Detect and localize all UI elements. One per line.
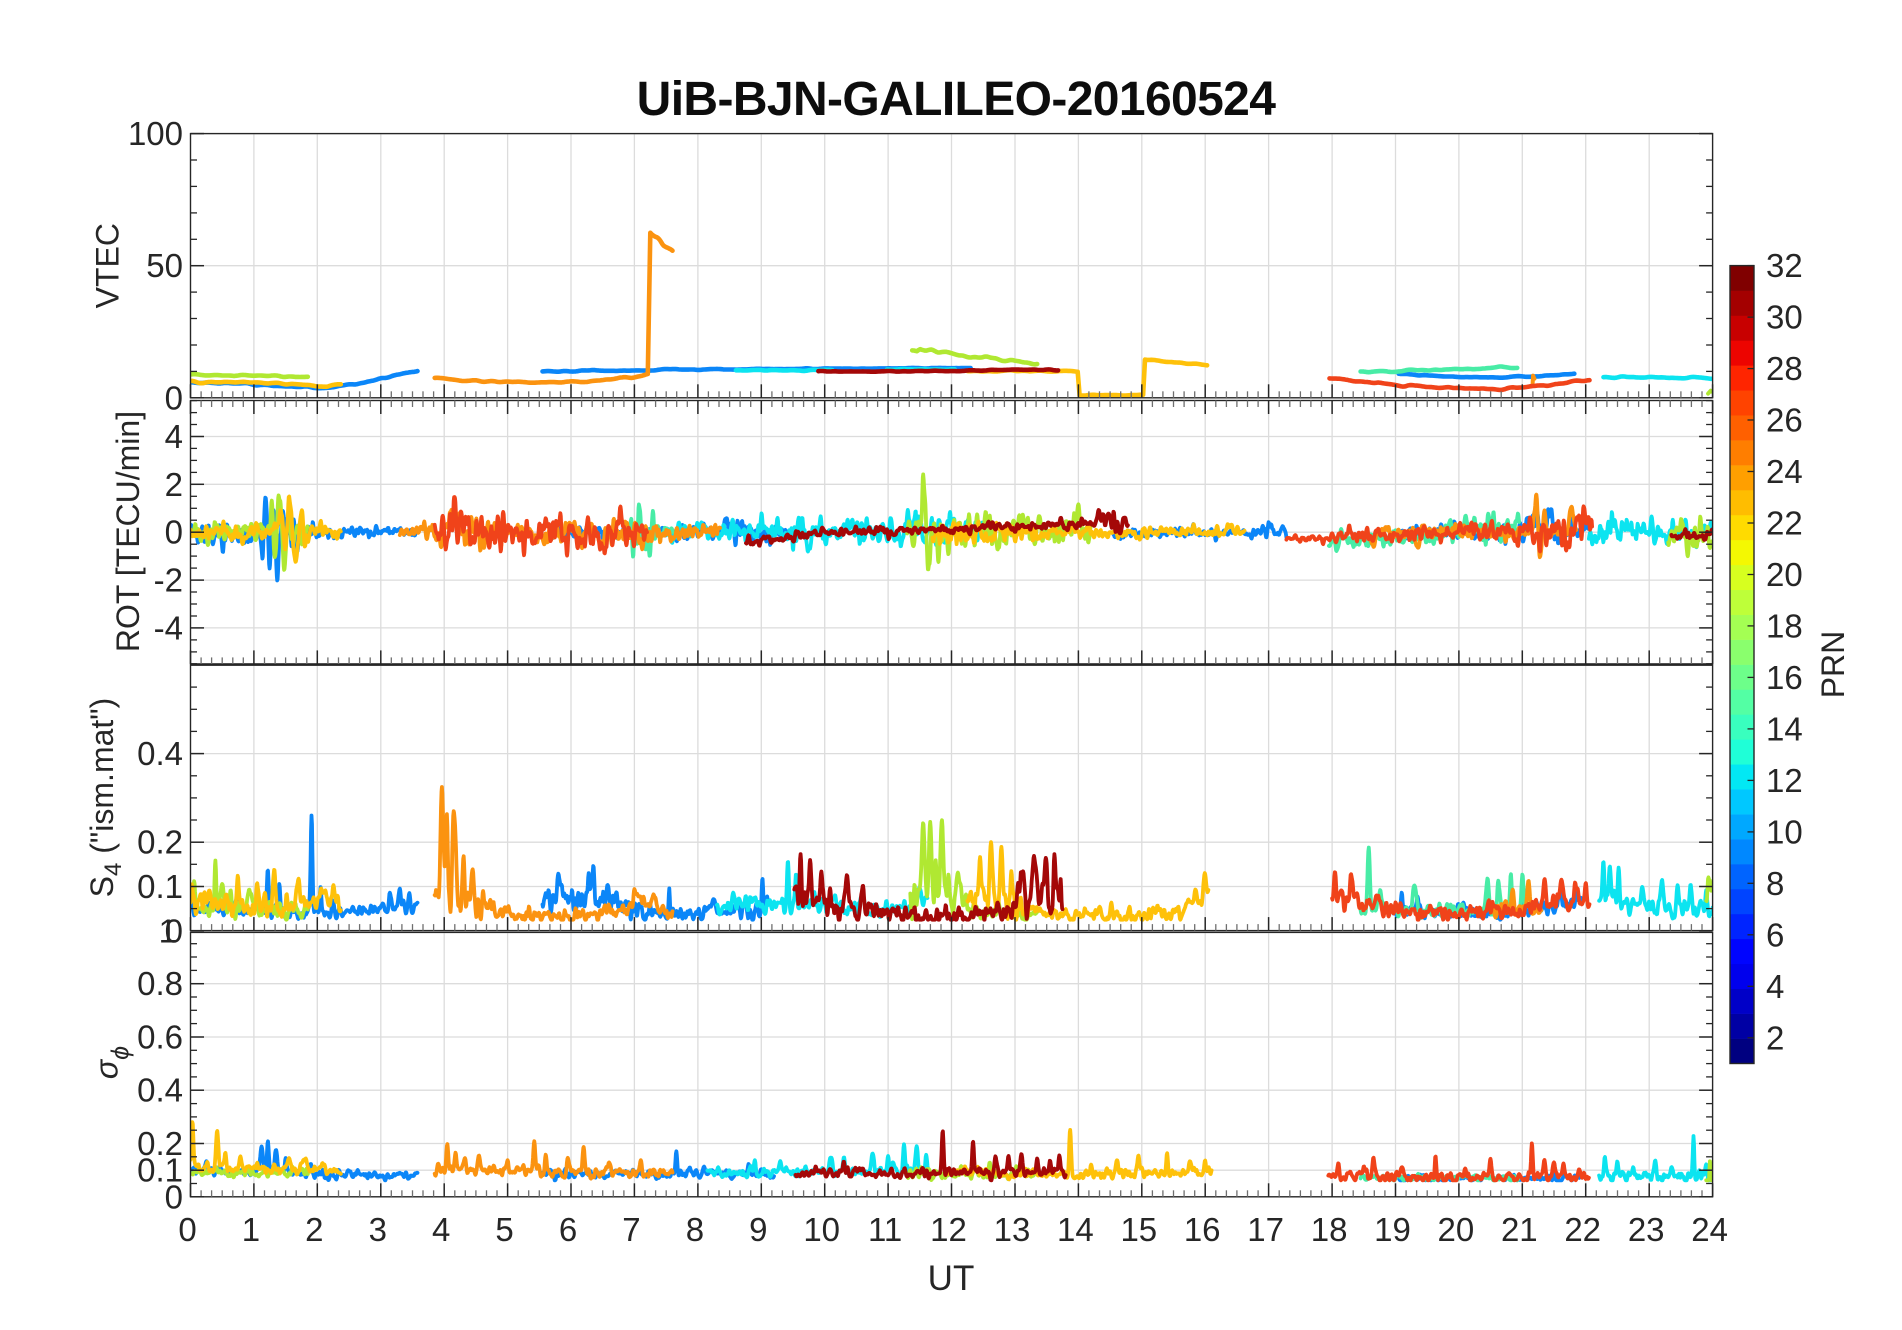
svg-text:32: 32: [1766, 247, 1803, 284]
svg-text:0: 0: [178, 1211, 196, 1248]
svg-text:14: 14: [1766, 710, 1803, 747]
svg-text:UiB-BJN-GALILEO-20160524: UiB-BJN-GALILEO-20160524: [637, 73, 1277, 126]
svg-text:21: 21: [1501, 1211, 1538, 1248]
svg-text:3: 3: [369, 1211, 387, 1248]
svg-text:9: 9: [749, 1211, 767, 1248]
svg-text:S4 ("ism.mat"): S4 ("ism.mat"): [84, 698, 127, 898]
svg-text:8: 8: [1766, 865, 1784, 902]
svg-text:20: 20: [1438, 1211, 1475, 1248]
svg-text:20: 20: [1766, 556, 1803, 593]
svg-text:2: 2: [1766, 1019, 1784, 1056]
svg-text:26: 26: [1766, 402, 1803, 439]
svg-text:100: 100: [128, 115, 183, 152]
svg-text:0.4: 0.4: [137, 735, 183, 772]
svg-text:19: 19: [1374, 1211, 1411, 1248]
svg-text:2: 2: [165, 466, 183, 503]
svg-text:0.1: 0.1: [137, 868, 183, 905]
svg-text:12: 12: [930, 1211, 967, 1248]
svg-text:-2: -2: [154, 562, 183, 599]
svg-text:0: 0: [165, 912, 183, 949]
svg-text:16: 16: [1766, 659, 1803, 696]
svg-text:5: 5: [495, 1211, 513, 1248]
svg-text:1: 1: [242, 1211, 260, 1248]
svg-text:50: 50: [146, 247, 183, 284]
svg-text:18: 18: [1311, 1211, 1348, 1248]
svg-text:10: 10: [803, 1211, 840, 1248]
svg-text:6: 6: [1766, 916, 1784, 953]
svg-text:8: 8: [686, 1211, 704, 1248]
svg-text:0: 0: [165, 1178, 183, 1215]
svg-text:18: 18: [1766, 607, 1803, 644]
svg-text:0: 0: [165, 379, 183, 416]
svg-text:0.4: 0.4: [137, 1072, 183, 1109]
svg-text:10: 10: [1766, 813, 1803, 850]
svg-text:0.1: 0.1: [137, 1152, 183, 1189]
svg-text:14: 14: [1057, 1211, 1094, 1248]
svg-text:0.6: 0.6: [137, 1019, 183, 1056]
svg-text:1: 1: [159, 913, 177, 950]
svg-text:16: 16: [1184, 1211, 1221, 1248]
svg-text:VTEC: VTEC: [90, 223, 126, 308]
svg-text:0.2: 0.2: [137, 824, 183, 861]
svg-text:28: 28: [1766, 350, 1803, 387]
svg-text:2: 2: [305, 1211, 323, 1248]
svg-text:UT: UT: [928, 1259, 975, 1298]
svg-text:7: 7: [622, 1211, 640, 1248]
svg-text:PRN: PRN: [1815, 631, 1851, 699]
svg-text:0.2: 0.2: [137, 1125, 183, 1162]
svg-text:4: 4: [1766, 968, 1784, 1005]
svg-text:4: 4: [165, 418, 183, 455]
svg-text:23: 23: [1628, 1211, 1665, 1248]
svg-text:12: 12: [1766, 762, 1803, 799]
svg-text:6: 6: [559, 1211, 577, 1248]
svg-text:17: 17: [1247, 1211, 1284, 1248]
svg-text:0: 0: [165, 514, 183, 551]
svg-text:0.8: 0.8: [137, 965, 183, 1002]
svg-text:-4: -4: [154, 609, 183, 646]
svg-text:22: 22: [1766, 505, 1803, 542]
svg-text:22: 22: [1564, 1211, 1601, 1248]
svg-text:11: 11: [868, 1211, 902, 1248]
svg-text:24: 24: [1766, 453, 1803, 490]
svg-text:30: 30: [1766, 299, 1803, 336]
svg-text:4: 4: [432, 1211, 450, 1248]
svg-text:15: 15: [1120, 1211, 1157, 1248]
svg-text:24: 24: [1691, 1211, 1728, 1248]
svg-text:ROT [TECU/min]: ROT [TECU/min]: [110, 411, 146, 652]
svg-text:13: 13: [994, 1211, 1031, 1248]
